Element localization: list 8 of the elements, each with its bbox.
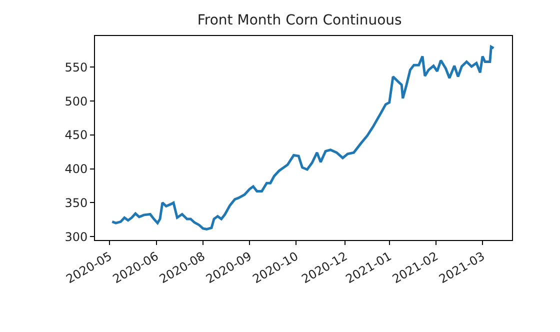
- y-tick-label: 500: [64, 94, 88, 108]
- y-tick-label: 550: [64, 60, 88, 74]
- chart-title: Front Month Corn Continuous: [197, 12, 402, 29]
- y-tick-label: 400: [64, 162, 88, 176]
- line-series: [110, 46, 495, 230]
- y-tick-label: 450: [64, 128, 88, 142]
- y-tick-label: 300: [64, 230, 88, 244]
- y-tick-label: 350: [64, 196, 88, 210]
